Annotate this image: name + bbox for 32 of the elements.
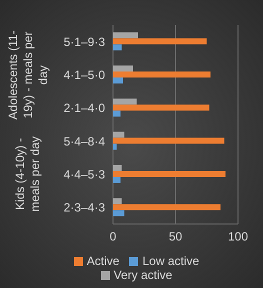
- bar: [113, 164, 122, 171]
- y-tick-label: 2·1–4·0: [64, 101, 106, 116]
- legend-label: Very active: [114, 268, 172, 282]
- x-tick-label: 100: [228, 230, 248, 244]
- bar: [113, 32, 138, 38]
- legend-label: Active: [86, 254, 120, 268]
- y-tick-label: 5·4–8·4: [64, 134, 106, 148]
- bar: [113, 65, 133, 72]
- bar: [113, 198, 122, 204]
- y-tick-label: 2·3–4·3: [64, 200, 106, 215]
- legend-label: Low active: [142, 254, 200, 268]
- bar: [113, 204, 220, 210]
- x-tick-label: 50: [168, 230, 182, 244]
- text: Adolescents (11-19y) - meals per day: [6, 29, 50, 122]
- bar: [113, 38, 207, 44]
- y-tick-label: 4·4–5·3: [64, 168, 106, 182]
- bar: [113, 98, 137, 105]
- bar: [113, 132, 124, 138]
- bar: [113, 144, 117, 150]
- bar: [113, 138, 224, 144]
- bar: [113, 71, 210, 78]
- x-tick-label: 0: [110, 230, 117, 244]
- bar: [113, 176, 120, 183]
- bar: [113, 170, 226, 177]
- text: Kids (4-10y) - meals per day: [13, 136, 43, 214]
- y-tick-label: 4·1–5·0: [64, 68, 106, 82]
- bar: [113, 104, 210, 111]
- bar: [113, 210, 124, 216]
- bar: [113, 110, 120, 117]
- y-tick-label: 5·1–9·3: [64, 34, 106, 49]
- bar: [113, 77, 123, 84]
- bar: [113, 44, 122, 50]
